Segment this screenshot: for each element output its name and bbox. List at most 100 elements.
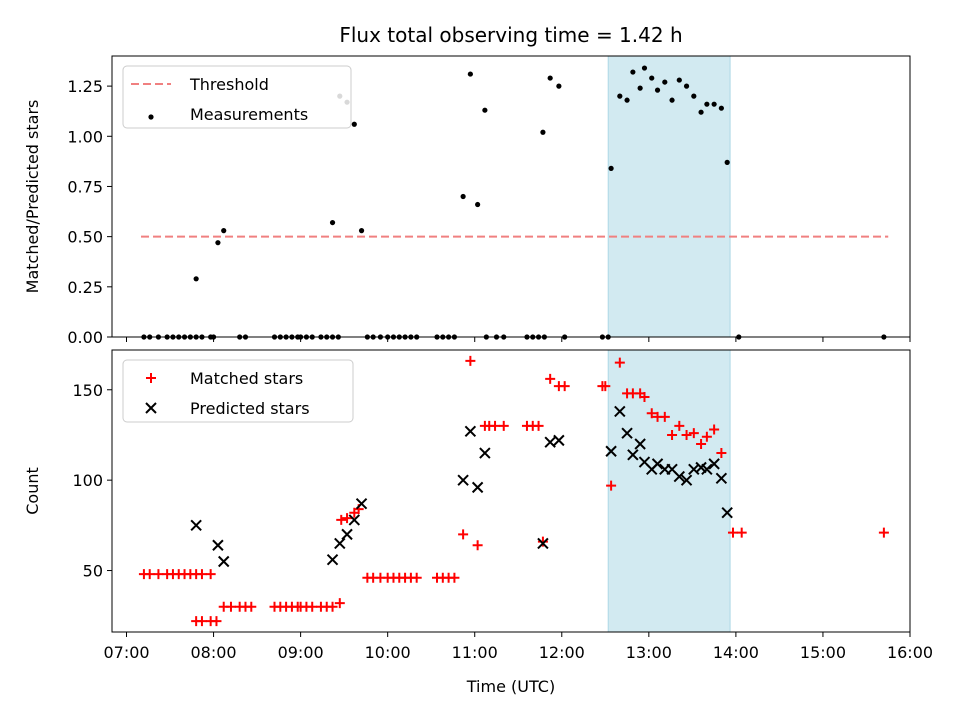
y-tick-label: 100 bbox=[72, 471, 103, 490]
matched-point bbox=[709, 424, 720, 435]
measurement-point bbox=[608, 165, 614, 171]
chart-title: Flux total observing time = 1.42 h bbox=[339, 23, 682, 47]
series-plus bbox=[138, 355, 889, 627]
matched-point bbox=[498, 420, 509, 431]
matched-point bbox=[144, 569, 155, 580]
x-tick-label: 12:00 bbox=[539, 643, 585, 662]
matched-point bbox=[639, 392, 650, 402]
predicted-point bbox=[334, 537, 346, 550]
series-x bbox=[190, 405, 733, 568]
legend: Threshold Measurements bbox=[122, 65, 352, 129]
x-tick-label: 09:00 bbox=[278, 643, 324, 662]
x-tick-label: 16:00 bbox=[887, 643, 933, 662]
matched-point bbox=[600, 381, 611, 392]
matched-point bbox=[614, 357, 625, 368]
predicted-point bbox=[673, 470, 686, 483]
x-tick-label: 15:00 bbox=[800, 643, 846, 662]
measurement-point bbox=[329, 219, 336, 226]
y-tick-label: 1.00 bbox=[67, 127, 103, 146]
legend-measurement-swatch bbox=[148, 114, 154, 120]
measurement-point bbox=[460, 193, 466, 200]
matched-point bbox=[196, 569, 207, 580]
matched-point bbox=[246, 601, 257, 612]
predicted-point bbox=[355, 497, 368, 510]
measurement-point bbox=[215, 240, 221, 246]
measurement-point bbox=[704, 101, 710, 107]
matched-point bbox=[727, 527, 738, 538]
predicted-point bbox=[457, 474, 469, 486]
matched-point bbox=[736, 527, 747, 538]
measurement-point bbox=[724, 159, 730, 165]
measurement-point bbox=[691, 93, 697, 99]
top-panel: 0.00 0.25 0.50 0.75 1.00 1.25 Matched/Predicte… bbox=[23, 55, 911, 347]
axes-frame bbox=[111, 55, 911, 338]
matched-point bbox=[878, 527, 889, 538]
x-tick-label: 13:00 bbox=[626, 643, 672, 662]
matched-point bbox=[646, 408, 657, 419]
predicted-point bbox=[479, 447, 491, 459]
matched-point bbox=[225, 601, 236, 612]
legend-predicted-swatch bbox=[145, 402, 157, 414]
matched-point bbox=[545, 373, 556, 384]
measurement-point bbox=[482, 107, 488, 113]
legend-box bbox=[122, 359, 354, 423]
measurement-point bbox=[617, 93, 623, 99]
predicted-point bbox=[605, 445, 617, 457]
axes-frame bbox=[111, 349, 911, 633]
matched-point bbox=[533, 420, 544, 431]
measurement-point bbox=[637, 85, 643, 91]
observing-window-shade bbox=[607, 55, 731, 338]
matched-point bbox=[659, 411, 670, 422]
matched-point bbox=[342, 513, 353, 524]
matched-point bbox=[537, 536, 548, 547]
matched-point bbox=[472, 540, 483, 551]
predicted-point bbox=[621, 427, 633, 439]
predicted-point bbox=[715, 472, 728, 485]
matched-point bbox=[211, 616, 222, 627]
predicted-point bbox=[464, 425, 477, 438]
x-axis-label: Time (UTC) bbox=[466, 677, 555, 696]
matched-point bbox=[681, 429, 692, 440]
y-tick-label: 0.25 bbox=[67, 278, 103, 297]
legend: Matched stars Predicted stars bbox=[122, 359, 354, 423]
legend-label: Measurements bbox=[190, 105, 308, 124]
predicted-point bbox=[471, 481, 484, 494]
measurement-point bbox=[698, 109, 704, 115]
legend-label: Threshold bbox=[189, 75, 269, 94]
matched-point bbox=[701, 431, 712, 442]
predicted-point bbox=[544, 436, 556, 448]
y-tick-label: 0.00 bbox=[67, 328, 103, 347]
predicted-point bbox=[326, 553, 339, 566]
matched-point bbox=[334, 598, 345, 609]
predicted-point bbox=[627, 449, 639, 461]
predicted-point bbox=[708, 458, 720, 470]
matched-point bbox=[153, 569, 164, 580]
matched-point bbox=[196, 616, 207, 627]
matched-point bbox=[327, 601, 338, 612]
matched-point bbox=[716, 448, 727, 459]
matched-point bbox=[674, 420, 685, 431]
measurement-point bbox=[711, 101, 717, 107]
predicted-point bbox=[553, 434, 565, 447]
measurement-point bbox=[624, 97, 630, 103]
predicted-point bbox=[537, 537, 549, 550]
x-tick-label: 07:00 bbox=[103, 643, 149, 662]
measurement-point bbox=[676, 77, 682, 83]
y-tick-label: 150 bbox=[72, 381, 103, 400]
measurement-point bbox=[221, 228, 227, 234]
observing-window-shade bbox=[607, 349, 731, 633]
measurement-point bbox=[547, 75, 553, 81]
predicted-point bbox=[680, 474, 693, 486]
matched-point bbox=[688, 428, 699, 439]
measurement-point bbox=[649, 75, 655, 81]
predicted-point bbox=[701, 463, 713, 476]
matched-point bbox=[696, 439, 707, 449]
predicted-point bbox=[348, 514, 361, 526]
predicted-point bbox=[634, 438, 646, 450]
matched-point bbox=[490, 420, 501, 431]
x-tick-label: 14:00 bbox=[713, 643, 759, 662]
x-tick-label: 11:00 bbox=[452, 643, 498, 662]
y-axis-label: Matched/Predicted stars bbox=[23, 100, 42, 294]
measurement-point bbox=[654, 87, 661, 93]
predicted-point bbox=[218, 555, 230, 568]
